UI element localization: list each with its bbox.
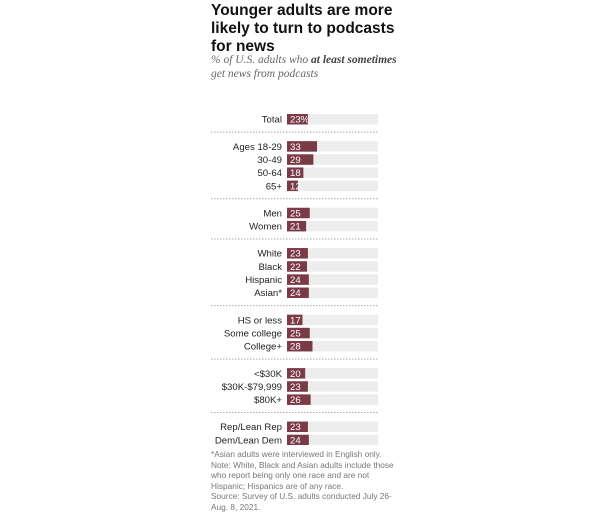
chart-subtitle: % of U.S. adults who at least sometimes … [211, 54, 401, 81]
category-label: Women [249, 222, 282, 233]
category-label: $30K-$79,999 [222, 382, 282, 393]
bar [287, 114, 308, 125]
bar-track [287, 394, 378, 405]
bar [287, 167, 304, 178]
bar [287, 180, 298, 192]
bar [287, 287, 309, 298]
bar-track [287, 154, 378, 165]
category-label: Hispanic [245, 275, 282, 286]
data-label: 28 [290, 342, 301, 353]
data-label: 23 [290, 249, 301, 260]
data-label: 17 [290, 315, 301, 326]
bar [287, 421, 308, 433]
bar [287, 274, 309, 285]
category-label: 65+ [266, 181, 283, 192]
bar-track [287, 141, 378, 152]
category-label: Asian* [254, 288, 282, 299]
category-label: Some college [224, 328, 282, 339]
bar [287, 381, 308, 392]
bar [287, 394, 311, 405]
bar-track [287, 381, 378, 392]
data-label: 23% [290, 115, 310, 126]
category-label: Black [259, 262, 283, 273]
bar [287, 141, 318, 152]
category-label: $80K+ [254, 395, 282, 406]
bar-chart: Total 23% Ages 18-29 33 30-49 29 50-64 18 65+ 12 M… [211, 114, 378, 445]
bar-track [287, 220, 378, 232]
data-label: 24 [290, 275, 301, 286]
data-label: 24 [290, 288, 301, 299]
category-label: 50-64 [257, 168, 282, 179]
bar [287, 154, 314, 165]
bar-track [287, 434, 378, 445]
bar [287, 314, 303, 326]
bar-track [287, 114, 378, 125]
data-label: 12 [290, 181, 301, 192]
bar-track [287, 314, 378, 326]
category-label: Rep/Lean Rep [220, 422, 282, 433]
bar-track [287, 274, 378, 285]
data-label: 25 [290, 328, 301, 339]
data-label: 29 [290, 155, 301, 166]
bar-track [287, 287, 378, 298]
bar [287, 207, 310, 219]
chart-notes: *Asian adults were interviewed in Englis… [211, 449, 396, 513]
subtitle-text-2: get news from podcasts [211, 67, 319, 80]
data-label: 23 [290, 422, 301, 433]
bar-track [287, 180, 378, 192]
category-label: 30-49 [257, 155, 282, 166]
category-label: Dem/Lean Dem [215, 435, 282, 445]
bar [287, 261, 308, 272]
data-label: 21 [290, 222, 301, 233]
bar-track [287, 340, 378, 352]
source-note: Source: Survey of U.S. adults conducted … [211, 491, 392, 512]
bar [287, 368, 306, 379]
bar [287, 434, 309, 445]
bar-track [287, 421, 378, 433]
data-label: 26 [290, 395, 301, 406]
category-label: College+ [244, 342, 283, 353]
bar-track [287, 167, 378, 178]
category-label: White [257, 249, 282, 260]
subtitle-emphasis: at least sometimes [311, 54, 397, 66]
data-label: 33 [290, 142, 301, 153]
asian-note: *Asian adults were interviewed in Englis… [211, 449, 382, 459]
bar-track [287, 368, 378, 379]
category-label: HS or less [238, 315, 282, 326]
category-label: Men [263, 208, 282, 219]
data-label: 23 [290, 382, 301, 393]
category-label: Ages 18-29 [233, 142, 282, 153]
bar [287, 340, 313, 352]
bar [287, 248, 308, 259]
data-label: 18 [290, 168, 301, 179]
subtitle-text-1: % of U.S. adults who [211, 54, 311, 66]
bar [287, 220, 307, 232]
bar [287, 327, 310, 339]
bar-track [287, 248, 378, 259]
data-label: 22 [290, 262, 301, 273]
bar-track [287, 327, 378, 339]
data-label: 20 [290, 369, 301, 380]
chart-title: Younger adults are more likely to turn t… [211, 2, 395, 55]
data-label: 24 [290, 435, 301, 445]
data-label: 25 [290, 208, 301, 219]
category-label: Total [262, 115, 282, 126]
methodology-note: Note: White, Black and Asian adults incl… [211, 459, 394, 491]
bar-track [287, 207, 378, 219]
category-label: <$30K [254, 369, 283, 380]
bar-track [287, 261, 378, 272]
